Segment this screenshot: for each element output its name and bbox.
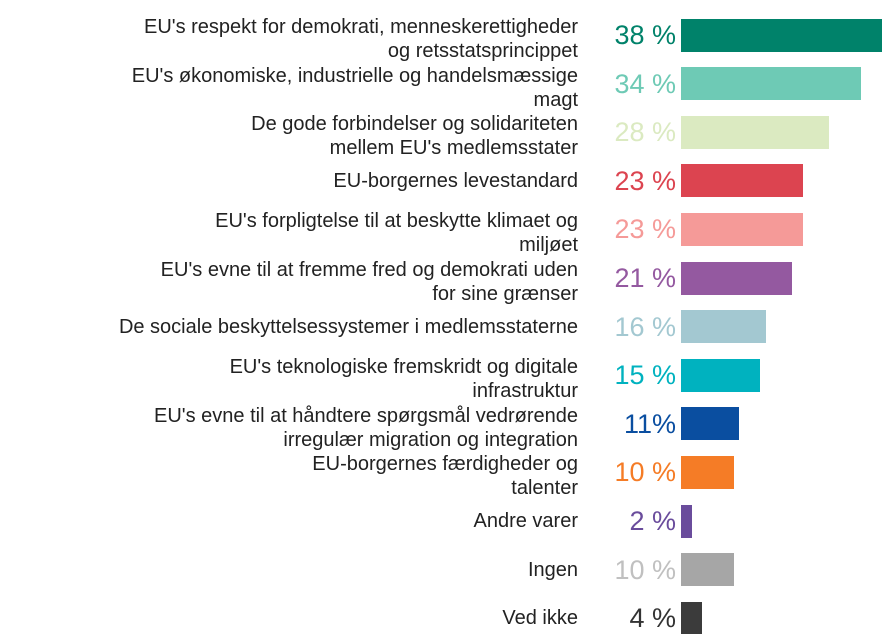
category-label: De sociale beskyttelsessystemer i medlem… xyxy=(118,315,578,338)
bar xyxy=(681,115,830,149)
bar xyxy=(681,601,703,634)
category-label: Ingen xyxy=(527,558,578,581)
bar xyxy=(681,164,803,198)
value-label: 38 % xyxy=(614,20,676,50)
value-label: 16 % xyxy=(614,311,676,342)
category-label: EU-borgernes levestandard xyxy=(333,169,578,192)
value-label: 21 % xyxy=(614,263,676,293)
bar xyxy=(681,212,803,246)
category-label: EU's teknologiske fremskridt og digitale… xyxy=(229,356,578,403)
value-label: 34 % xyxy=(614,68,676,99)
bar xyxy=(681,358,761,392)
category-label: EU's økonomiske, industrielle og handels… xyxy=(131,64,578,111)
bar xyxy=(681,261,793,295)
value-label: 23 % xyxy=(614,214,676,245)
category-label: EU's forpligtelse til at beskytte klimae… xyxy=(215,210,578,257)
value-label: 10 % xyxy=(614,457,676,488)
value-label: 4 % xyxy=(629,603,676,634)
category-label: Ved ikke xyxy=(502,607,578,630)
value-label: 28 % xyxy=(614,117,676,148)
category-label: Andre varer xyxy=(473,510,579,532)
category-label: EU-borgernes færdigheder og talenter xyxy=(312,453,578,500)
bar xyxy=(681,553,734,587)
value-label: 15 % xyxy=(614,360,676,391)
bar xyxy=(681,67,861,101)
bar xyxy=(681,18,882,52)
bar xyxy=(681,455,734,489)
value-label: 23 % xyxy=(614,165,676,196)
category-label: EU's evne til at håndtere spørgsmål vedr… xyxy=(153,404,578,451)
category-label: EU's evne til at fremme fred og demokrat… xyxy=(160,259,578,305)
bar xyxy=(681,504,692,538)
value-label: 11% xyxy=(623,408,676,439)
category-label: EU's respekt for demokrati, menneskerett… xyxy=(143,16,578,62)
bar xyxy=(681,310,766,344)
value-label: 10 % xyxy=(614,554,676,585)
value-label: 2 % xyxy=(629,506,676,536)
category-label: De gode forbindelser og solidariteten me… xyxy=(251,113,578,160)
bar xyxy=(681,407,740,441)
